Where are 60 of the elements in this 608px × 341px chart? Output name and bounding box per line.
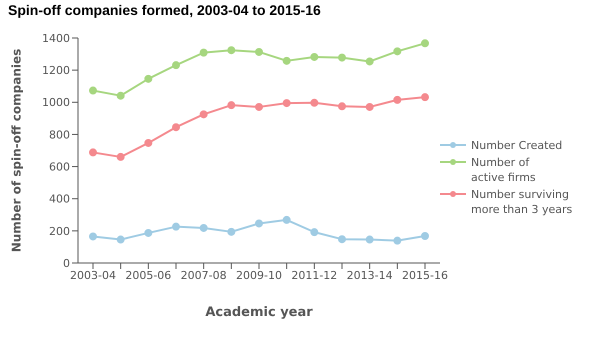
point [227,101,236,110]
point [200,110,208,118]
y-tick-label: 1400 [42,32,70,45]
point [310,98,318,107]
point [116,236,125,244]
point [366,102,374,111]
y-tick-label: 800 [49,128,70,142]
x-tick-label: 2011-12 [291,268,338,282]
point [89,148,97,156]
x-tick-label: 2015-16 [402,268,448,282]
legend-label: Number of active firms [471,154,537,184]
x-tick-label: 2013-14 [346,268,393,282]
y-tick-label: 200 [49,224,70,238]
x-tick-label: 2009-10 [236,268,282,282]
y-tick-label: 1200 [42,64,70,78]
point [200,48,208,57]
point [255,48,263,56]
point [89,86,97,95]
chart-title: Spin-off companies formed, 2003-04 to 2015-16 [8,2,322,20]
x-tick-label: 2007-08 [180,268,227,282]
point [172,123,180,132]
y-axis-title: Number of spin-off companies [9,48,24,252]
point [338,102,346,110]
point [172,222,180,231]
point [282,216,291,224]
point [282,99,291,108]
point [421,39,429,48]
point [310,228,318,236]
point [393,47,402,56]
point [227,228,236,236]
point [144,138,152,147]
y-tick-label: 1000 [42,96,70,110]
legend-label: Number surviving more than 3 years [471,186,574,216]
x-axis-title: Academic year [205,305,314,320]
point [282,56,291,65]
y-tick-label: 0 [63,256,70,270]
point [200,224,208,232]
point [338,54,346,62]
y-tick-label: 400 [49,192,70,206]
point [172,61,180,70]
x-tick-label: 2005-06 [125,268,172,282]
point [310,52,318,61]
point [116,92,125,100]
y-tick-label: 600 [49,160,70,174]
point [144,228,152,237]
point [366,57,374,66]
point [421,232,429,240]
legend-label: Number Created [471,138,564,152]
point [393,236,402,245]
point [421,93,429,102]
point [89,232,97,240]
point [116,152,125,161]
x-tick-label: 2003-04 [70,268,116,282]
point [255,219,263,228]
point [338,235,346,244]
point [366,236,374,244]
point [255,102,263,111]
point [393,96,402,104]
point [144,74,152,83]
point [227,46,236,54]
